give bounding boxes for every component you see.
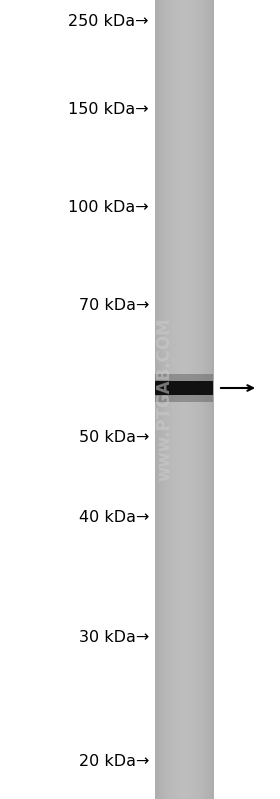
Bar [199, 0, 200, 799]
Bar [159, 0, 160, 799]
Bar [204, 0, 206, 799]
Text: 250 kDa→: 250 kDa→ [69, 14, 149, 30]
Bar [190, 0, 192, 799]
Bar [208, 0, 209, 799]
Bar [209, 0, 211, 799]
Bar [171, 0, 172, 799]
Bar [180, 0, 181, 799]
Bar [184, 0, 185, 799]
Bar [176, 0, 177, 799]
Bar [195, 0, 196, 799]
Bar [181, 0, 182, 799]
Bar [172, 0, 173, 799]
Bar [157, 0, 158, 799]
Text: 100 kDa→: 100 kDa→ [68, 201, 149, 216]
Bar [175, 0, 176, 799]
Text: 30 kDa→: 30 kDa→ [79, 630, 149, 646]
Bar [199, 0, 200, 799]
Bar [177, 0, 178, 799]
Bar [169, 0, 171, 799]
Bar [168, 0, 169, 799]
Bar [187, 0, 188, 799]
Bar [159, 0, 160, 799]
Bar [179, 0, 180, 799]
Bar [201, 0, 203, 799]
Bar [188, 0, 190, 799]
Bar [174, 0, 176, 799]
Bar [160, 0, 161, 799]
Bar [164, 0, 166, 799]
Bar [155, 374, 213, 402]
Text: 50 kDa→: 50 kDa→ [79, 431, 149, 446]
Bar [193, 0, 195, 799]
Text: www.PTGAB.COM: www.PTGAB.COM [155, 318, 173, 481]
Text: 150 kDa→: 150 kDa→ [68, 102, 149, 117]
Bar [170, 0, 171, 799]
Bar [197, 0, 198, 799]
Bar [205, 0, 206, 799]
Bar [172, 0, 174, 799]
Bar [196, 0, 197, 799]
Bar [211, 0, 212, 799]
Bar [174, 0, 175, 799]
Bar [192, 0, 193, 799]
Bar [204, 0, 205, 799]
Bar [157, 0, 158, 799]
Bar [165, 0, 166, 799]
Bar [161, 0, 162, 799]
Bar [203, 0, 204, 799]
Bar [162, 0, 164, 799]
Bar [191, 0, 192, 799]
Bar [188, 0, 189, 799]
Bar [178, 0, 179, 799]
Bar [198, 0, 199, 799]
Bar [200, 0, 201, 799]
Bar [166, 0, 167, 799]
Bar [162, 0, 163, 799]
Bar [156, 0, 157, 799]
Bar [186, 0, 187, 799]
Bar [193, 0, 194, 799]
Bar [167, 0, 169, 799]
Bar [155, 0, 156, 799]
Bar [189, 0, 190, 799]
Text: 70 kDa→: 70 kDa→ [79, 299, 149, 313]
Bar [212, 0, 213, 799]
Bar [212, 0, 213, 799]
Bar [163, 0, 164, 799]
Bar [202, 0, 203, 799]
Bar [180, 0, 182, 799]
Bar [183, 0, 184, 799]
Bar [185, 0, 187, 799]
Bar [155, 381, 213, 395]
Bar [164, 0, 165, 799]
Bar [169, 0, 170, 799]
Bar [207, 0, 208, 799]
Bar [158, 0, 159, 799]
Text: 40 kDa→: 40 kDa→ [79, 511, 149, 526]
Bar [196, 0, 198, 799]
Bar [210, 0, 211, 799]
Bar [201, 0, 202, 799]
Bar [178, 0, 179, 799]
Bar [209, 0, 210, 799]
Bar [206, 0, 208, 799]
Bar [206, 0, 207, 799]
Bar [167, 0, 168, 799]
Bar [183, 0, 185, 799]
Bar [173, 0, 174, 799]
Text: 20 kDa→: 20 kDa→ [79, 754, 149, 769]
Bar [185, 0, 186, 799]
Bar [182, 0, 183, 799]
Bar [194, 0, 195, 799]
Bar [190, 0, 191, 799]
